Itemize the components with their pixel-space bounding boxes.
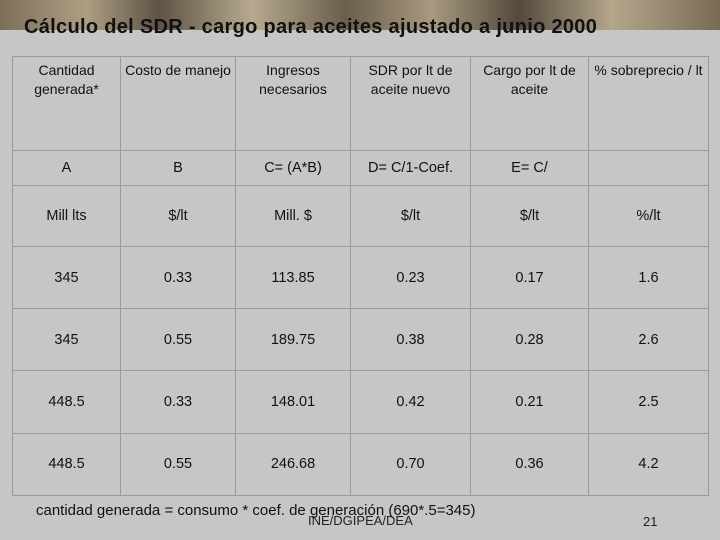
header-cell: % sobreprecio / lt [588, 56, 709, 151]
table-cell: 1.6 [588, 245, 709, 310]
table-cell: 4.2 [588, 432, 709, 497]
formula-cell: E= C/ [470, 149, 589, 186]
table-cell: 0.23 [350, 245, 471, 310]
header-row: Cantidad generada* Costo de manejo Ingre… [12, 56, 709, 151]
table-cell: 2.5 [588, 370, 709, 434]
header-decoration-band [0, 0, 720, 30]
sdr-calculation-table: Cantidad generada* Costo de manejo Ingre… [12, 56, 709, 497]
formula-row: A B C= (A*B) D= C/1-Coef. E= C/ [12, 149, 709, 186]
unit-cell: %/lt [588, 184, 709, 247]
table-cell: 148.01 [235, 370, 351, 434]
units-row: Mill lts $/lt Mill. $ $/lt $/lt %/lt [12, 184, 709, 247]
table-cell: 345 [12, 245, 121, 310]
table-cell: 2.6 [588, 308, 709, 372]
formula-cell: A [12, 149, 121, 186]
formula-cell: C= (A*B) [235, 149, 351, 186]
table-cell: 0.70 [350, 432, 471, 497]
table-cell: 246.68 [235, 432, 351, 497]
table-cell: 0.21 [470, 370, 589, 434]
table-cell: 345 [12, 308, 121, 372]
slide-title: Cálculo del SDR - cargo para aceites aju… [24, 16, 598, 38]
table-cell: 0.36 [470, 432, 589, 497]
table-row: 448.5 0.33 148.01 0.42 0.21 2.5 [12, 370, 709, 434]
table-cell: 0.55 [120, 432, 236, 497]
table-cell: 0.33 [120, 370, 236, 434]
table-cell: 448.5 [12, 370, 121, 434]
table-cell: 0.17 [470, 245, 589, 310]
unit-cell: $/lt [470, 184, 589, 247]
table-cell: 0.42 [350, 370, 471, 434]
formula-cell [588, 149, 709, 186]
formula-cell: B [120, 149, 236, 186]
unit-cell: Mill. $ [235, 184, 351, 247]
table-cell: 0.33 [120, 245, 236, 310]
footnote: cantidad generada = consumo * coef. de g… [36, 502, 476, 519]
unit-cell: Mill lts [12, 184, 121, 247]
unit-cell: $/lt [120, 184, 236, 247]
table-row: 345 0.55 189.75 0.38 0.28 2.6 [12, 308, 709, 372]
formula-cell: D= C/1-Coef. [350, 149, 471, 186]
table-cell: 0.55 [120, 308, 236, 372]
table-cell: 189.75 [235, 308, 351, 372]
header-cell: SDR por lt de aceite nuevo [350, 56, 471, 151]
table-cell: 448.5 [12, 432, 121, 497]
table-cell: 0.28 [470, 308, 589, 372]
header-cell: Costo de manejo [120, 56, 236, 151]
unit-cell: $/lt [350, 184, 471, 247]
header-cell: Ingresos necesarios [235, 56, 351, 151]
table-cell: 113.85 [235, 245, 351, 310]
source-label: INE/DGIPEA/DEA [308, 513, 413, 528]
header-cell: Cargo por lt de aceite [470, 56, 589, 151]
table-row: 345 0.33 113.85 0.23 0.17 1.6 [12, 245, 709, 310]
table-row: 448.5 0.55 246.68 0.70 0.36 4.2 [12, 432, 709, 497]
page-number: 21 [643, 514, 658, 529]
header-cell: Cantidad generada* [12, 56, 121, 151]
table-cell: 0.38 [350, 308, 471, 372]
